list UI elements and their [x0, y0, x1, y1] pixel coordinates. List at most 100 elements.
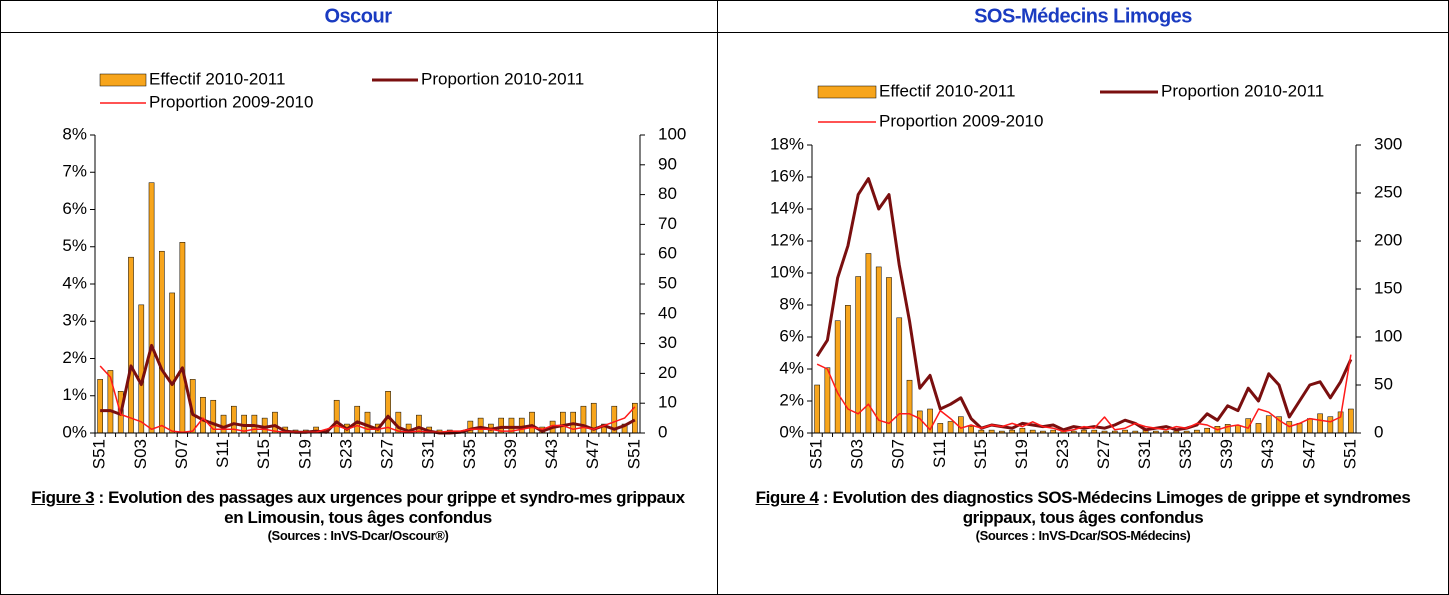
bar [875, 266, 882, 434]
x-tick-label: S19 [1012, 439, 1031, 469]
x-tick-label: S51 [90, 439, 109, 469]
y2-tick-label: 70 [658, 214, 677, 233]
y2-tick-label: 10 [658, 393, 677, 412]
bar [906, 379, 913, 434]
y2-tick-label: 150 [1374, 278, 1402, 297]
x-tick-label: S15 [971, 439, 990, 469]
bar [968, 426, 974, 434]
y-tick-label: 7% [62, 162, 87, 181]
caption: Figure 4 : Evolution des diagnostics SOS… [753, 488, 1413, 543]
bar [916, 410, 923, 434]
x-tick-label: S11 [930, 439, 949, 468]
bar [272, 411, 278, 434]
line [100, 343, 636, 435]
x-tick-label: S23 [1053, 439, 1072, 469]
legend-label: Proportion 2009-2010 [879, 111, 1043, 130]
x-tick-label: S03 [848, 439, 867, 469]
bar [477, 417, 484, 434]
y2-tick-label: 100 [1374, 326, 1402, 345]
y2-tick-label: 200 [1374, 230, 1402, 249]
x-tick-label: S15 [254, 439, 273, 469]
x-tick-label: S51 [624, 439, 643, 469]
y2-tick-label: 30 [658, 333, 677, 352]
bar [845, 305, 851, 434]
panel-title: Oscour [324, 5, 392, 27]
bar [886, 277, 892, 434]
figure-label: Figure 3 [31, 488, 95, 507]
bar [1306, 418, 1313, 434]
sources: (Sources : InVS-Dcar/Oscour®) [267, 528, 449, 543]
x-tick-label: S43 [542, 439, 561, 469]
bar [1019, 427, 1026, 434]
bar [834, 320, 841, 434]
x-tick-label: S39 [501, 439, 520, 469]
x-tick-label: S35 [460, 439, 479, 469]
bar [1296, 423, 1303, 434]
bar [416, 414, 422, 434]
bar [159, 250, 165, 434]
x-tick-label: S39 [1217, 439, 1236, 469]
line [816, 354, 1352, 433]
y-tick-label: 14% [770, 198, 804, 217]
bar [128, 256, 134, 434]
y-tick-label: 10% [770, 262, 804, 281]
x-tick-label: S51 [807, 439, 826, 469]
caption: Figure 3 : Evolution des passages aux ur… [28, 488, 688, 543]
y-tick-label: 18% [770, 134, 804, 153]
x-tick-label: S11 [213, 439, 232, 468]
y2-tick-label: 0 [658, 422, 667, 441]
bar [1235, 425, 1241, 434]
y-tick-label: 8% [779, 294, 804, 313]
bar [529, 411, 535, 434]
bar [958, 416, 964, 434]
bar [97, 379, 103, 434]
y2-tick-label: 50 [1374, 374, 1393, 393]
bar [855, 276, 862, 434]
caption-text: : Evolution des passages aux urgences po… [94, 488, 686, 527]
y-tick-label: 3% [62, 311, 87, 330]
y-tick-label: 16% [770, 166, 804, 185]
bar [1265, 415, 1272, 434]
x-tick-label: S27 [1094, 439, 1113, 469]
x-tick-label: S51 [1340, 439, 1359, 469]
y2-tick-label: 50 [658, 273, 677, 292]
x-tick-label: S43 [1258, 439, 1277, 469]
panel-title: SOS-Médecins Limoges [974, 5, 1192, 27]
x-tick-label: S31 [419, 439, 438, 469]
bar [148, 182, 155, 434]
y-tick-label: 6% [62, 199, 87, 218]
legend-label: Proportion 2009-2010 [149, 92, 313, 111]
bar [824, 367, 831, 434]
y2-tick-label: 40 [658, 303, 677, 322]
y2-tick-label: 0 [1374, 422, 1383, 441]
y-tick-label: 2% [62, 348, 87, 367]
line [99, 365, 636, 434]
x-tick-label: S19 [295, 439, 314, 469]
caption-text: : Evolution des diagnostics SOS-Médecins… [818, 488, 1411, 527]
bar [1255, 423, 1262, 434]
bar [814, 384, 820, 434]
line [815, 177, 1353, 432]
bar [200, 396, 206, 434]
y-tick-label: 0% [779, 422, 804, 441]
x-tick-label: S07 [172, 439, 191, 469]
legend-label: Effectif 2010-2011 [149, 69, 285, 88]
bar [1348, 408, 1354, 434]
y2-tick-label: 20 [658, 363, 677, 382]
y-tick-label: 4% [62, 273, 87, 292]
legend-key [99, 73, 147, 87]
legend-label: Proportion 2010-2011 [1161, 81, 1324, 100]
x-tick-label: S23 [336, 439, 355, 469]
y-tick-label: 0% [62, 422, 87, 441]
bar [1327, 416, 1334, 434]
x-tick-label: S47 [1299, 439, 1318, 469]
legend-label: Proportion 2010-2011 [421, 69, 584, 88]
x-tick-label: S31 [1135, 439, 1154, 469]
y2-tick-label: 90 [658, 154, 677, 173]
y-tick-label: 2% [779, 390, 804, 409]
bar [518, 417, 525, 434]
legend-key [817, 85, 877, 99]
bar [560, 411, 566, 434]
bar [937, 423, 944, 434]
